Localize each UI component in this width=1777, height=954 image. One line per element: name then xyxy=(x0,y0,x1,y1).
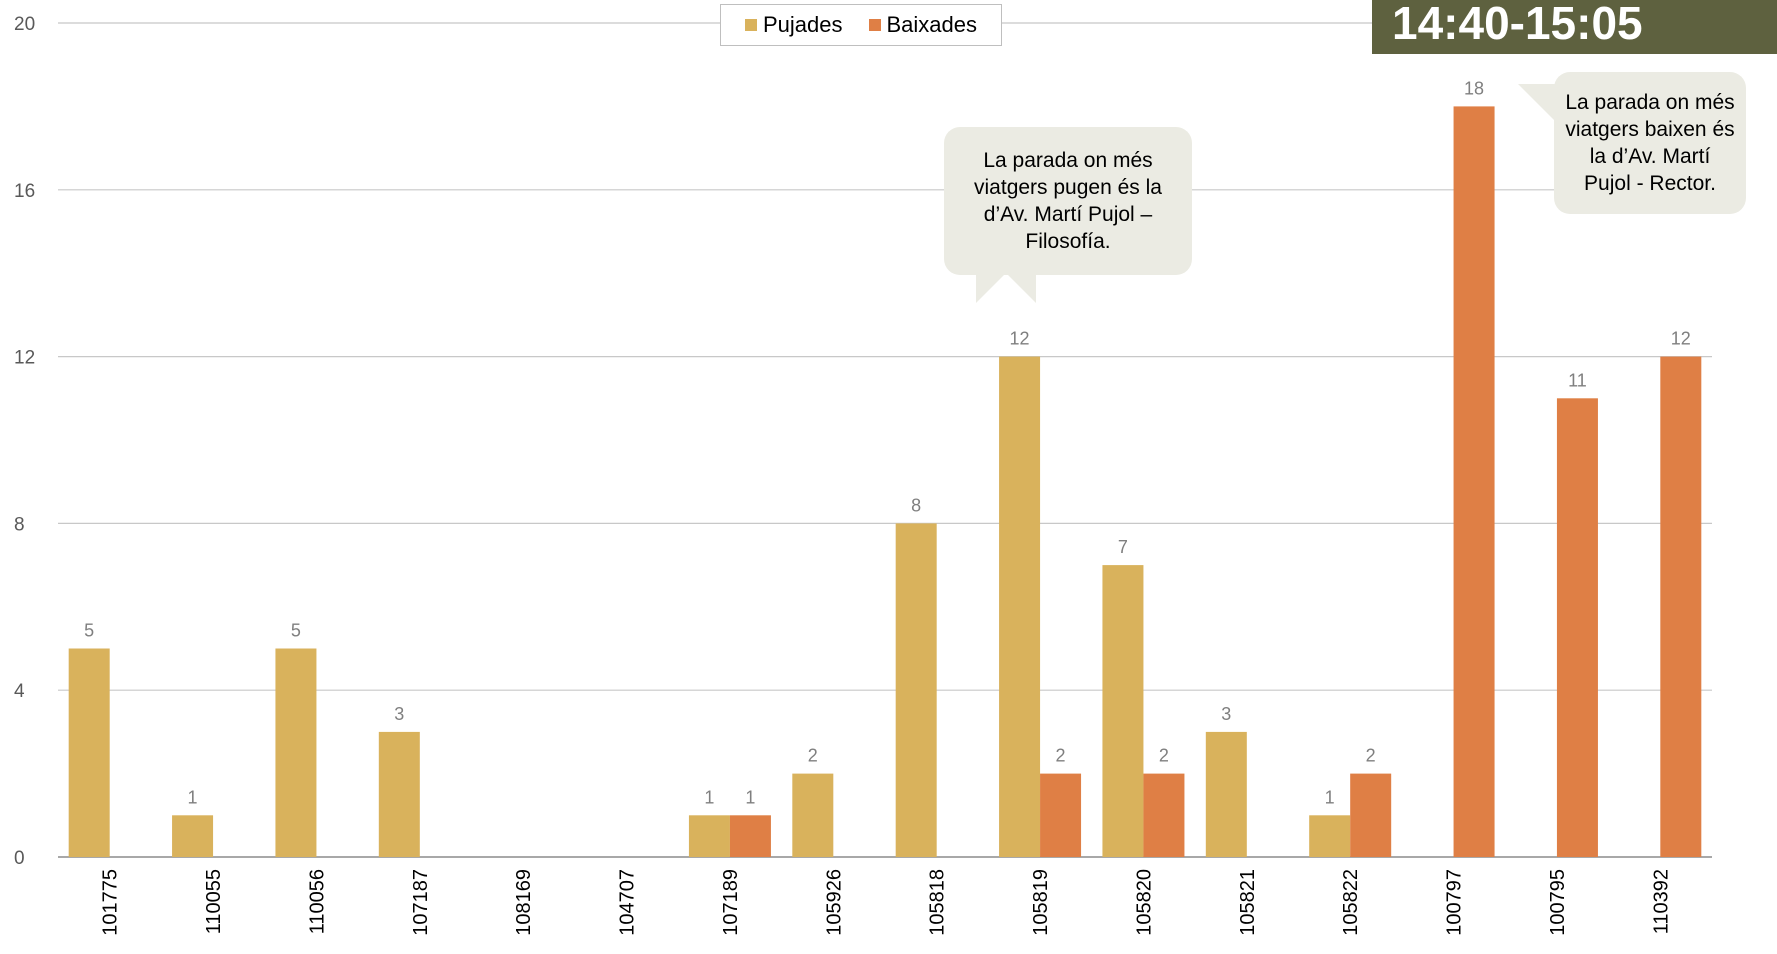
x-tick-label: 100797 xyxy=(1444,869,1466,936)
x-tick-label: 105926 xyxy=(823,869,845,936)
bar-pujades xyxy=(1102,565,1144,857)
y-tick-label: 20 xyxy=(14,14,35,35)
x-tick-label: 107187 xyxy=(410,869,432,936)
legend-item-pujades: Pujades xyxy=(744,12,843,38)
bar-pujades xyxy=(378,731,420,857)
bar-pujades xyxy=(68,648,110,857)
x-tick-label: 110392 xyxy=(1650,869,1672,934)
data-label: 3 xyxy=(1221,704,1231,724)
bar-baixades xyxy=(1350,773,1392,857)
data-label: 5 xyxy=(291,621,301,641)
x-tick-label: 105821 xyxy=(1237,869,1259,936)
data-label: 12 xyxy=(1010,329,1030,349)
data-label: 2 xyxy=(808,746,818,766)
bar-pujades xyxy=(275,648,317,857)
data-label: 12 xyxy=(1671,329,1691,349)
bar-pujades xyxy=(688,815,730,857)
x-tick-label: 110056 xyxy=(306,869,328,934)
legend-label-baixades: Baixades xyxy=(886,12,978,37)
data-label: 18 xyxy=(1464,78,1484,98)
data-label: 3 xyxy=(394,704,404,724)
x-tick-label: 104707 xyxy=(617,869,639,936)
bar-baixades xyxy=(1143,773,1185,857)
callout-max-pujades-text: La parada on més viatgers pugen és la d’… xyxy=(974,149,1162,253)
data-label: 1 xyxy=(745,787,755,807)
x-tick-label: 108169 xyxy=(513,869,535,936)
x-tick-label: 100795 xyxy=(1547,869,1569,936)
bar-pujades xyxy=(1309,815,1351,857)
x-tick-label: 101775 xyxy=(100,869,122,936)
x-tick-label: 110055 xyxy=(203,869,225,934)
bar-baixades xyxy=(1556,398,1598,857)
data-label: 5 xyxy=(84,621,94,641)
data-label: 1 xyxy=(1325,787,1335,807)
bar-pujades xyxy=(895,523,937,857)
bar-baixades xyxy=(729,815,771,857)
x-tick-label: 105819 xyxy=(1030,869,1052,936)
data-label: 2 xyxy=(1159,746,1169,766)
y-tick-label: 0 xyxy=(14,848,25,869)
y-tick-label: 16 xyxy=(14,181,35,202)
bar-pujades xyxy=(1205,731,1247,857)
callout-max-pujades: La parada on més viatgers pugen és la d’… xyxy=(944,127,1192,303)
bar-pujades xyxy=(172,815,214,857)
y-tick-label: 4 xyxy=(14,681,25,702)
legend-swatch-baixades xyxy=(868,19,881,31)
callout-max-baixades-text: La parada on més viatgers baixen és la d… xyxy=(1565,91,1735,195)
data-label: 11 xyxy=(1568,370,1587,390)
legend: Pujades Baixades xyxy=(720,4,1002,46)
y-tick-label: 8 xyxy=(14,514,25,535)
time-range-text: 14:40-15:05 xyxy=(1392,0,1643,49)
x-tick-label: 105818 xyxy=(927,869,949,936)
callout-max-baixades: La parada on més viatgers baixen és la d… xyxy=(1518,72,1746,214)
data-label: 2 xyxy=(1366,746,1376,766)
legend-item-baixades: Baixades xyxy=(868,12,978,38)
legend-label-pujades: Pujades xyxy=(762,12,843,37)
bar-pujades xyxy=(999,356,1041,857)
x-tick-label: 105820 xyxy=(1133,869,1155,936)
bar-baixades xyxy=(1453,106,1495,857)
x-tick-label: 105822 xyxy=(1340,869,1362,936)
data-label: 8 xyxy=(911,495,921,515)
data-label: 2 xyxy=(1056,746,1066,766)
bar-baixades xyxy=(1660,356,1702,857)
x-tick-label: 107189 xyxy=(720,869,742,936)
time-range-badge: 14:40-15:05 xyxy=(1372,0,1777,54)
bar-pujades xyxy=(792,773,834,857)
data-label: 7 xyxy=(1118,537,1128,557)
data-label: 1 xyxy=(188,787,198,807)
legend-swatch-pujades xyxy=(744,19,757,31)
data-label: 1 xyxy=(704,787,714,807)
bar-baixades xyxy=(1040,773,1082,857)
y-tick-label: 12 xyxy=(14,348,35,369)
